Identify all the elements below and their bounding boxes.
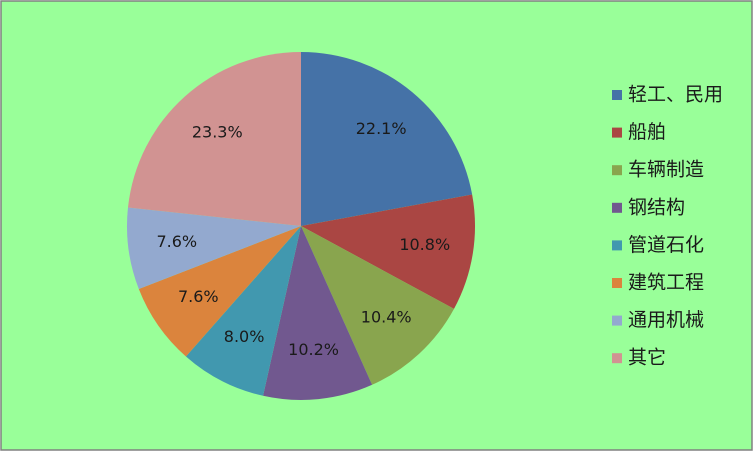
pie-slice — [263, 226, 373, 400]
legend-swatch — [612, 202, 622, 213]
pie-slice — [127, 52, 301, 226]
legend-label: 管道石化 — [628, 234, 704, 256]
legend-label: 船舶 — [628, 121, 666, 143]
pie-slice — [185, 226, 301, 396]
legend-label: 通用机械 — [628, 309, 704, 331]
legend-swatch — [612, 315, 622, 326]
value-label: 10.2% — [288, 340, 339, 359]
legend-label: 钢结构 — [628, 196, 685, 218]
legend-label: 其它 — [628, 347, 666, 369]
legend-label: 车辆制造 — [628, 159, 704, 181]
legend-swatch — [612, 127, 622, 138]
value-label: 22.1% — [356, 119, 407, 138]
value-label: 8.0% — [224, 327, 265, 346]
value-label: 10.4% — [361, 307, 412, 326]
pie-slice — [138, 226, 301, 357]
pie-slice — [127, 207, 301, 290]
legend-label: 建筑工程 — [628, 272, 704, 294]
value-label: 23.3% — [192, 122, 243, 141]
legend-swatch — [612, 165, 622, 176]
legend-swatch — [612, 278, 622, 288]
value-label: 10.8% — [399, 235, 450, 254]
legend-swatch — [612, 353, 622, 364]
pie-slice — [301, 52, 473, 226]
legend-swatch — [612, 90, 622, 100]
pie-slice — [301, 194, 476, 309]
pie-slice — [301, 226, 455, 385]
value-label: 7.6% — [156, 232, 197, 251]
value-label: 7.6% — [178, 287, 219, 306]
legend-label: 轻工、民用 — [628, 84, 723, 106]
legend-swatch — [612, 240, 622, 251]
